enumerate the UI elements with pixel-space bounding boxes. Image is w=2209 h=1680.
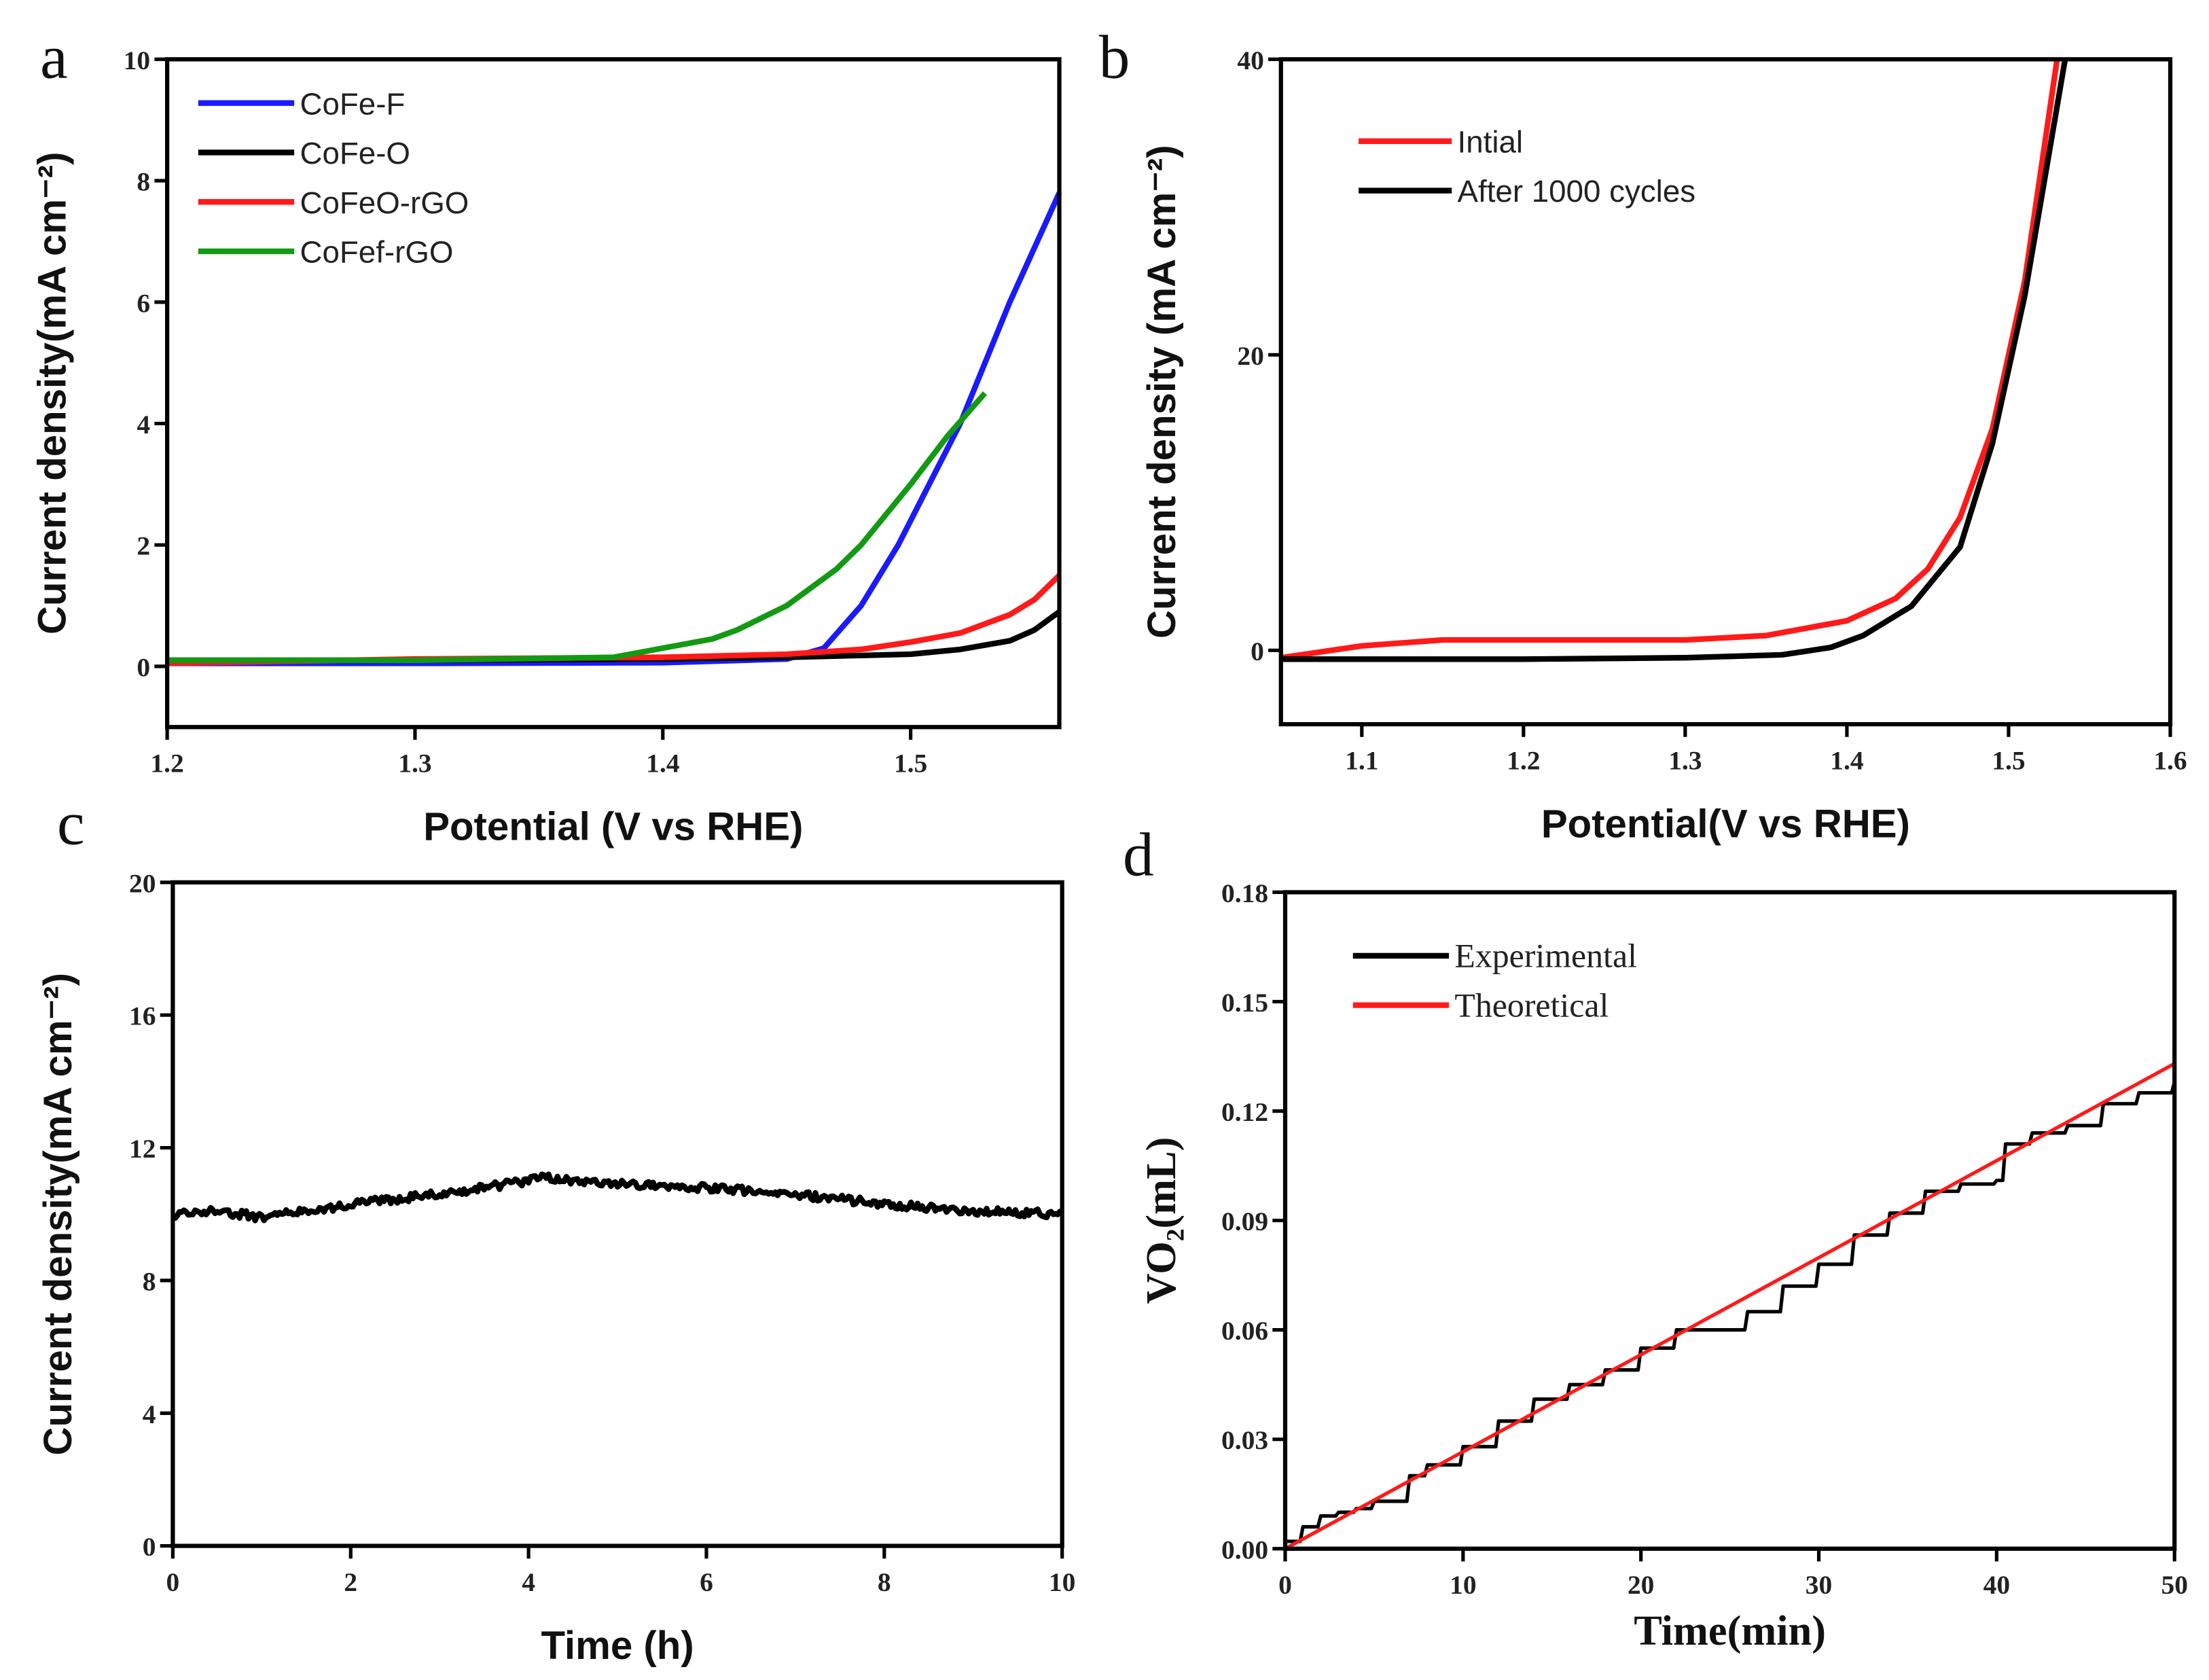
series-cofef-rgo xyxy=(167,391,988,664)
plot-frame xyxy=(1278,57,2173,727)
plot-frame xyxy=(164,57,1062,730)
y-tick-label: 20 xyxy=(1237,341,1263,371)
x-tick-label: 1.4 xyxy=(1830,746,1863,776)
x-tick-label: 10 xyxy=(1450,1570,1476,1600)
x-tick-label: 1.5 xyxy=(894,749,927,779)
y-axis-label: Current density (mA cm⁻²) xyxy=(1140,145,1184,639)
y-tick-label: 4 xyxy=(137,410,150,440)
legend-label: CoFeO-rGO xyxy=(300,185,469,220)
legend-label: CoFe-O xyxy=(300,136,410,171)
panel-c: c 0 2 4 6 8 10 0 4 8 12 16 20 Time (h) Current density… xyxy=(36,789,1076,1668)
x-tick-label: 0 xyxy=(166,1567,180,1597)
y-tick-label: 0.09 xyxy=(1221,1207,1268,1236)
x-tick-label: 1.2 xyxy=(150,749,183,779)
x-axis-label: Time(min) xyxy=(1634,1607,1826,1654)
series-theoretical xyxy=(1284,1062,2176,1551)
y-tick-label: 0.06 xyxy=(1221,1316,1268,1346)
legend-label: Experimental xyxy=(1454,937,1637,975)
y-tick-label: 0.03 xyxy=(1221,1425,1268,1455)
panel-d: d Experimental Theoretical 0 10 20 30 40 50 0.00 0… xyxy=(1123,820,2188,1654)
panel-a: a CoFe-F CoFe-O CoFeO-rGO CoFef-rGO 1.2 1.3 1.4… xyxy=(30,22,1062,849)
x-tick-label: 1.6 xyxy=(2153,746,2187,776)
x-tick-label: 1.3 xyxy=(398,749,431,779)
x-axis-label: Time (h) xyxy=(541,1624,694,1668)
y-tick-label: 0 xyxy=(1251,637,1264,666)
y-tick-label: 0 xyxy=(143,1532,156,1562)
y-axis-label: VO₂(mL) xyxy=(1138,1137,1185,1304)
y-tick-label: 20 xyxy=(129,868,156,898)
x-tick-label: 1.5 xyxy=(1992,746,2025,776)
y-tick-label: 12 xyxy=(129,1134,156,1164)
series-intial xyxy=(1280,58,2060,661)
y-tick-label: 10 xyxy=(124,46,150,75)
y-tick-label: 4 xyxy=(143,1399,156,1429)
series-cofe-o xyxy=(167,609,1061,664)
x-tick-label: 1.4 xyxy=(646,749,679,779)
y-tick-label: 0.18 xyxy=(1221,878,1268,908)
y-tick-label: 16 xyxy=(129,1001,156,1031)
panel-label: b xyxy=(1099,22,1130,91)
legend-label: Theoretical xyxy=(1454,986,1609,1024)
x-tick-label: 6 xyxy=(700,1567,713,1597)
x-axis-label: Potential (V vs RHE) xyxy=(423,805,803,849)
y-tick-label: 0 xyxy=(137,652,150,682)
series-stability xyxy=(172,1171,1064,1223)
panel-label: d xyxy=(1123,820,1154,889)
legend-label: CoFef-rGO xyxy=(300,235,453,270)
y-tick-label: 0.15 xyxy=(1221,988,1268,1018)
x-tick-label: 1.2 xyxy=(1507,746,1540,776)
y-tick-label: 0.00 xyxy=(1221,1535,1268,1565)
legend-label: After 1000 cycles xyxy=(1458,174,1696,209)
panel-b: b Intial After 1000 cycles 1.1 1.2 1.3 1.4 1.5 1… xyxy=(1099,22,2187,846)
x-tick-label: 0 xyxy=(1278,1570,1292,1600)
series-after-1000-cycles xyxy=(1280,58,2068,662)
x-tick-label: 50 xyxy=(2161,1570,2188,1600)
series-experimental xyxy=(1285,1081,2176,1543)
plot-frame xyxy=(1282,890,2177,1551)
legend-label: CoFe-F xyxy=(300,86,405,121)
y-tick-label: 8 xyxy=(143,1266,156,1296)
y-tick-label: 40 xyxy=(1237,46,1263,75)
plot-frame xyxy=(170,880,1064,1548)
y-axis-label: Current density(mA cm⁻²) xyxy=(36,973,80,1456)
x-tick-label: 4 xyxy=(522,1567,535,1597)
panel-label: c xyxy=(57,789,85,858)
x-tick-label: 1.1 xyxy=(1345,746,1378,776)
y-tick-label: 6 xyxy=(137,288,150,318)
x-tick-label: 20 xyxy=(1628,1570,1654,1600)
x-tick-label: 10 xyxy=(1049,1567,1075,1597)
x-tick-label: 1.3 xyxy=(1668,746,1702,776)
y-tick-label: 8 xyxy=(137,167,150,197)
y-axis-label: Current density(mA cm⁻²) xyxy=(30,151,74,635)
legend-label: Intial xyxy=(1458,124,1524,159)
x-tick-label: 2 xyxy=(344,1567,357,1597)
y-tick-label: 2 xyxy=(137,531,150,561)
x-tick-label: 40 xyxy=(1983,1570,2010,1600)
x-tick-label: 8 xyxy=(878,1567,891,1597)
y-tick-label: 0.12 xyxy=(1221,1097,1268,1127)
x-tick-label: 30 xyxy=(1806,1570,1832,1600)
x-axis-label: Potential(V vs RHE) xyxy=(1541,802,1910,846)
series-cofe-f xyxy=(167,192,1062,666)
panel-label: a xyxy=(40,22,68,91)
